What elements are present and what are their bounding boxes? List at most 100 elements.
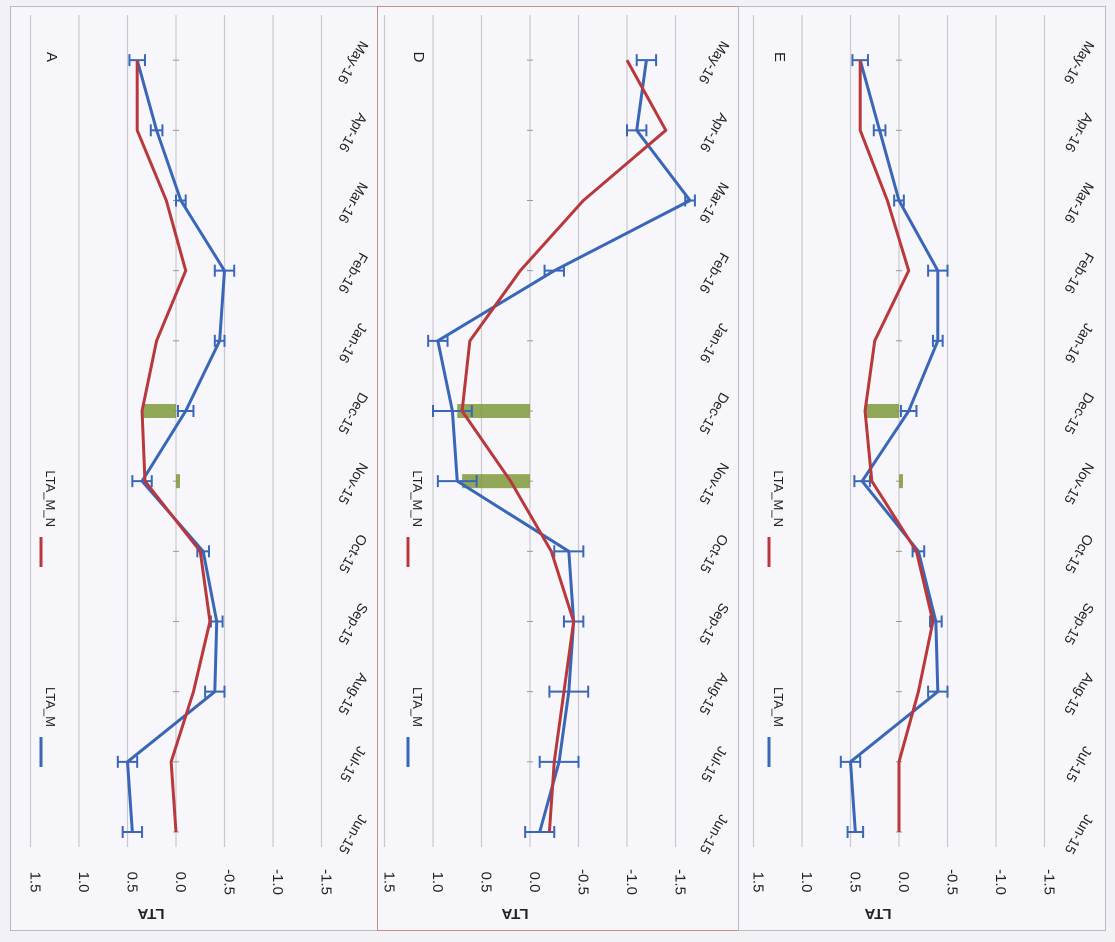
- y-tick-label: -1.0: [992, 869, 1009, 895]
- category-label: Sep-15: [335, 600, 372, 647]
- error-bar: [553, 545, 585, 558]
- y-tick-label: 0.0: [172, 872, 189, 893]
- legend-label: LTA_M: [410, 687, 425, 727]
- error-bar: [427, 334, 449, 347]
- y-tick-label: -1.5: [318, 869, 335, 895]
- legend-entry: LTA_M: [39, 687, 58, 767]
- y-tick-label: 1.0: [429, 872, 446, 893]
- y-tick-label: 1.0: [798, 872, 815, 893]
- error-bar: [635, 54, 658, 67]
- error-bar: [432, 404, 473, 417]
- error-bar: [149, 124, 164, 137]
- category-label: Feb-16: [335, 250, 371, 297]
- y-tick-label: -0.5: [575, 869, 592, 895]
- highlight-bar: [457, 403, 530, 418]
- category-label: May-16: [696, 38, 733, 87]
- category-label: Sep-15: [1061, 600, 1098, 647]
- category-label: Jul-15: [1063, 744, 1096, 785]
- highlight-bar: [865, 403, 899, 418]
- highlight-bar: [176, 474, 180, 489]
- category-label: Oct-15: [1062, 532, 1097, 577]
- category-label: Mar-16: [696, 180, 732, 227]
- error-bar: [927, 685, 949, 698]
- error-bar: [684, 194, 696, 207]
- category-label: Jun-15: [697, 812, 732, 857]
- error-bar: [846, 826, 865, 838]
- legend-label: LTA_M_N: [43, 470, 58, 527]
- category-label: Nov-15: [1061, 460, 1098, 507]
- category-label: Jan-16: [336, 321, 371, 366]
- category-label: Dec-15: [1061, 390, 1098, 437]
- category-label: Jun-15: [336, 812, 371, 857]
- y-tick-label: 0.0: [895, 872, 912, 893]
- y-tick-label: 1.5: [27, 872, 44, 893]
- legend-label: LTA_M_N: [771, 470, 786, 527]
- y-tick-label: 0.5: [478, 872, 495, 893]
- error-bar: [121, 826, 144, 838]
- error-bar: [204, 685, 226, 698]
- series-line-lta-m-n: [135, 60, 212, 833]
- category-label: Jul-15: [337, 744, 370, 785]
- legend-entry: LTA_M: [406, 687, 425, 767]
- category-label: Jan-16: [1062, 321, 1097, 366]
- error-bar: [131, 475, 153, 488]
- legend-label: LTA_M_N: [410, 470, 425, 527]
- category-label: Oct-15: [697, 532, 732, 577]
- error-bar: [175, 194, 187, 207]
- chart-panel-a: 1.5 1.0 0.5 0.0 -0.5 -1.0 -1.5 Jun-15 Jul-15 Aug-…: [10, 6, 380, 931]
- category-label: Nov-15: [696, 460, 733, 507]
- category-label: Nov-15: [335, 460, 372, 507]
- y-tick-label: -0.5: [944, 869, 961, 895]
- y-tick-label: -1.5: [1041, 869, 1058, 895]
- category-label: Mar-16: [1061, 180, 1097, 227]
- series-line-lta-m-n: [858, 60, 935, 832]
- category-label: Dec-15: [335, 390, 372, 437]
- highlight-bar: [899, 474, 903, 489]
- y-tick-label: -1.0: [269, 869, 286, 895]
- y-axis-title: LTA: [501, 905, 528, 922]
- chart-panel-e: 1.5 1.0 0.5 0.0 -0.5 -1.0 -1.5 Jun-15 Jul-15 Aug-…: [738, 6, 1106, 931]
- y-tick-label: 0.0: [526, 872, 543, 893]
- highlight-bar: [142, 403, 176, 418]
- y-axis-title: LTA: [137, 905, 164, 922]
- error-bar: [116, 755, 139, 768]
- series-line-lta-m-n: [460, 59, 668, 833]
- category-label: Feb-16: [1061, 250, 1097, 297]
- category-label: Sep-15: [696, 600, 733, 647]
- error-bar: [839, 755, 862, 768]
- y-tick-label: -1.5: [672, 869, 689, 895]
- error-bar: [853, 475, 871, 488]
- category-label: Aug-15: [1061, 671, 1098, 718]
- y-tick-label: 1.0: [75, 872, 92, 893]
- legend-entry: LTA_M_N: [767, 470, 786, 567]
- category-label: Aug-15: [335, 671, 372, 718]
- category-label: Apr-16: [336, 111, 371, 156]
- y-tick-label: 0.5: [847, 872, 864, 893]
- error-bar: [436, 475, 478, 488]
- category-label: Mar-16: [335, 180, 371, 227]
- error-bar: [176, 404, 195, 417]
- y-tick-label: 1.5: [750, 872, 767, 893]
- y-axis-title: LTA: [864, 905, 891, 922]
- category-label: Jul-15: [698, 744, 731, 785]
- category-label: Jan-16: [697, 321, 732, 366]
- category-label: May-16: [335, 38, 372, 87]
- category-label: May-16: [1061, 38, 1098, 87]
- error-bar: [927, 264, 949, 277]
- legend-entry: LTA_M_N: [39, 470, 58, 567]
- legend-entry: LTA_M: [767, 687, 786, 767]
- legend-label: LTA_M: [43, 687, 58, 727]
- error-bar: [893, 194, 905, 207]
- error-bar: [213, 334, 226, 347]
- error-bar: [899, 404, 918, 417]
- legend-label: LTA_M: [771, 687, 786, 727]
- error-bar: [538, 755, 580, 768]
- error-bar: [548, 685, 590, 698]
- category-label: Feb-16: [696, 250, 732, 297]
- legend-entry: LTA_M_N: [406, 470, 425, 567]
- category-label: Oct-15: [336, 532, 371, 577]
- panel-label: E: [771, 52, 788, 62]
- series-line-lta-m: [126, 59, 226, 833]
